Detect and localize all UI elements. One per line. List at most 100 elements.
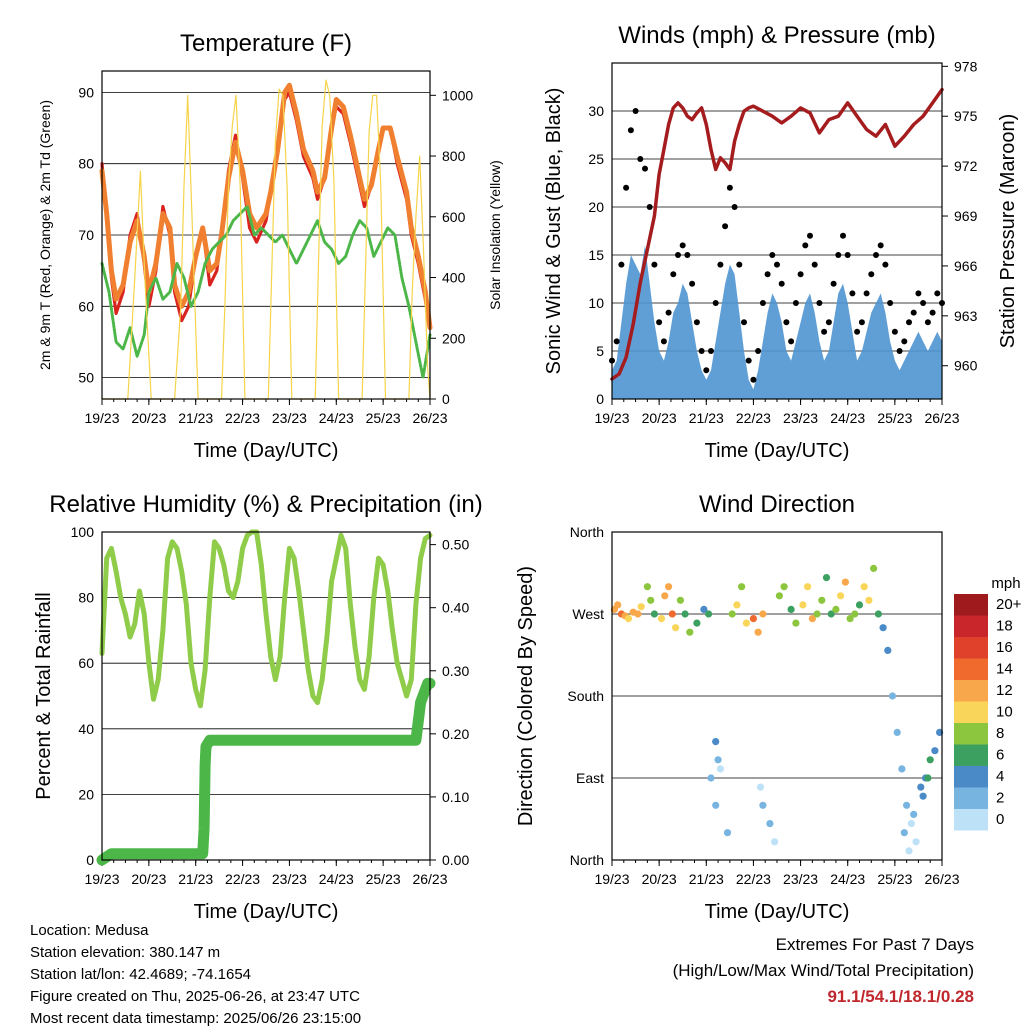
x-tick-label: 22/23 — [736, 410, 771, 426]
legend-label: 0 — [996, 811, 1004, 828]
wind-direction-point — [924, 774, 932, 782]
gust-point — [915, 290, 922, 297]
wind-direction-point — [808, 615, 817, 623]
x-tick-label: 20/23 — [642, 410, 677, 426]
x-tick-label: 23/23 — [272, 871, 307, 887]
gust-point — [670, 271, 677, 278]
wind-direction-point — [888, 692, 897, 700]
y-tick-label: 70 — [78, 227, 94, 243]
wind-direction-point — [712, 801, 720, 809]
y2-tick-label: 600 — [442, 209, 466, 225]
y-tick-label: West — [572, 606, 604, 622]
recent-text: Most recent data timestamp: 2025/06/26 2… — [30, 1010, 362, 1027]
y2-tick-label: 0.20 — [442, 726, 469, 742]
x-tick-label: 23/23 — [272, 410, 307, 426]
wind-direction-point — [822, 574, 831, 582]
gust-point — [627, 127, 634, 134]
wind-direction-point — [759, 801, 767, 809]
gust-point — [712, 300, 719, 306]
wind-direction-point — [832, 605, 840, 614]
wind-direction-point — [712, 738, 720, 746]
x-tick-label: 22/23 — [225, 410, 260, 426]
gust-point — [679, 242, 686, 249]
winds-title: Winds (mph) & Pressure (mb) — [618, 22, 935, 49]
legend-swatch — [954, 744, 988, 766]
wind-direction-point — [693, 619, 701, 627]
gust-point — [896, 348, 903, 354]
temperature-title: Temperature (F) — [180, 30, 352, 57]
wind-direction-point — [860, 583, 868, 591]
gust-point — [910, 309, 917, 316]
gust-point — [651, 261, 658, 268]
legend-swatch — [954, 766, 988, 788]
gust-point — [840, 232, 846, 239]
wind-direction-point — [738, 583, 746, 591]
wind-direction-point — [676, 596, 685, 604]
wind-direction-point — [681, 610, 689, 618]
y-tick-label: 15 — [588, 247, 604, 263]
gust-point — [717, 261, 724, 268]
wind-direction-point — [759, 610, 767, 618]
gust-point — [863, 290, 870, 297]
rh-series — [99, 529, 433, 709]
gust-point — [924, 319, 931, 326]
legend-label: 20+ — [996, 596, 1022, 613]
gust-point — [759, 300, 766, 306]
wind_direction-plot-border — [611, 531, 943, 861]
wind-direction-point — [912, 838, 920, 846]
wind-direction-point — [846, 615, 854, 623]
wind-direction-point — [749, 615, 758, 623]
y-tick-label: 80 — [78, 590, 94, 606]
wind-direction-point — [775, 592, 784, 600]
gust-point — [901, 338, 908, 345]
y2-tick-label: 963 — [954, 308, 978, 324]
legend-label: 8 — [996, 725, 1004, 742]
wind-direction-point — [893, 728, 901, 737]
winds-plot-border — [611, 62, 943, 400]
gust-point — [684, 252, 691, 258]
wind-direction-point — [865, 596, 873, 604]
legend-swatch — [954, 723, 988, 745]
wind-direction-point — [874, 610, 883, 618]
wind-direction-point — [723, 829, 732, 837]
precip-series — [96, 677, 436, 866]
y2-tick-label: 200 — [442, 330, 466, 346]
x-axis-label: Time (Day/UTC) — [194, 440, 339, 462]
station-info: Location: Medusa Station elevation: 380.… — [30, 920, 361, 1030]
y2-tick-label: 0 — [442, 391, 450, 407]
wind-direction-point — [799, 601, 807, 609]
wind-direction-point — [841, 578, 850, 586]
wind-direction-point — [780, 583, 788, 591]
gust-point — [693, 319, 700, 326]
y-tick-label: 20 — [78, 786, 94, 802]
legend-swatch — [954, 809, 988, 831]
gust-point — [736, 261, 743, 268]
gust-point — [755, 348, 762, 354]
y-tick-label: 0 — [86, 852, 94, 868]
gust-point — [660, 338, 667, 345]
location-text: Location: Medusa — [30, 922, 149, 939]
dewpoint-series — [100, 205, 432, 380]
wind-direction-point — [637, 603, 645, 611]
x-tick-label: 20/23 — [642, 871, 677, 887]
wind-direction-point — [766, 820, 774, 828]
legend-label: 12 — [996, 682, 1013, 699]
wind-direction-point — [917, 783, 925, 791]
x-axis-label: Time (Day/UTC) — [194, 901, 339, 923]
wind-direction-point — [851, 610, 859, 618]
wind-direction-point — [714, 756, 722, 764]
gust-point — [623, 184, 630, 191]
wind-direction-point — [672, 624, 680, 632]
wind-direction-point — [771, 838, 779, 846]
y-tick-label: 30 — [588, 103, 604, 119]
gust-point — [807, 232, 813, 239]
x-tick-label: 26/23 — [924, 410, 959, 426]
wind_direction-title: Wind Direction — [699, 491, 855, 518]
gust-point — [637, 156, 644, 162]
x-tick-label: 21/23 — [689, 871, 724, 887]
y2-tick-label: 969 — [954, 208, 978, 224]
gust-point — [835, 252, 842, 258]
gust-point — [741, 319, 747, 326]
y2-tick-label: 0.40 — [442, 600, 469, 616]
y-tick-label: 60 — [78, 655, 94, 671]
